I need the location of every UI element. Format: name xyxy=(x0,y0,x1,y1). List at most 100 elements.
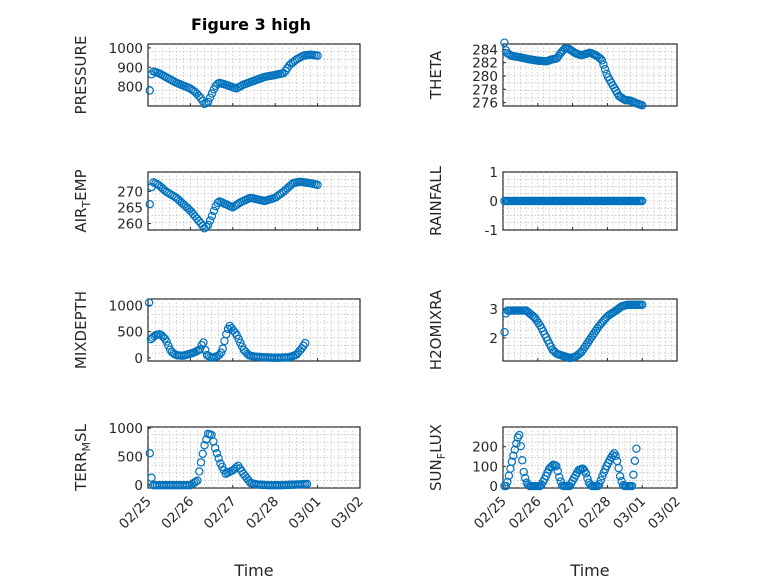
y-tick-label: 260 xyxy=(117,217,143,233)
data-point xyxy=(552,461,561,471)
x-tick-label: 02/27 xyxy=(201,494,240,533)
data-point xyxy=(500,327,509,337)
data-point xyxy=(600,65,610,74)
data-point xyxy=(500,38,509,47)
data-point xyxy=(599,60,608,70)
figure-title: Figure 3 high xyxy=(191,15,311,34)
data-point xyxy=(162,337,171,346)
y-tick-label: 800 xyxy=(117,80,143,96)
x-tick-label: 02/26 xyxy=(158,494,197,533)
data-point xyxy=(503,477,512,487)
data-point xyxy=(555,472,564,482)
data-point xyxy=(598,472,607,481)
data-point xyxy=(596,476,606,485)
y-axis-label: MIXDEPTH xyxy=(72,291,90,369)
data-point xyxy=(198,221,207,230)
y-tick-label: 1000 xyxy=(109,421,143,437)
x-tick-label: 03/02 xyxy=(328,494,367,533)
subplot-pressure: 800 900 1000 PRESSURE xyxy=(72,36,361,115)
y-tick-label: 1000 xyxy=(109,41,143,57)
x-tick-label: 03/01 xyxy=(610,494,649,533)
y-tick-label: 1000 xyxy=(109,298,143,314)
subplot-h2omixra: 2 3 H2OMIXRA xyxy=(427,289,678,370)
data-point xyxy=(313,180,322,190)
data-point xyxy=(615,472,625,481)
data-point xyxy=(214,454,223,463)
data-point xyxy=(507,457,517,466)
x-tick-label: 02/26 xyxy=(506,494,545,533)
data-point xyxy=(501,481,511,491)
data-point xyxy=(234,334,243,344)
data-point xyxy=(218,344,227,353)
y-axis-label: THETA xyxy=(427,50,445,100)
y-tick-label: 200 xyxy=(472,440,498,456)
y-axis-label: SUNFLUX xyxy=(427,424,448,491)
data-point xyxy=(512,439,521,448)
data-point xyxy=(521,473,530,483)
data-point xyxy=(204,220,213,230)
data-point xyxy=(205,93,215,102)
y-tick-label: 500 xyxy=(117,325,143,341)
y-tick-label: 3 xyxy=(489,302,498,318)
data-point xyxy=(204,97,213,106)
y-tick-label: 270 xyxy=(117,184,143,200)
data-point xyxy=(145,86,154,95)
data-point xyxy=(630,456,640,465)
data-point xyxy=(200,441,209,450)
y-tick-label: 276 xyxy=(472,96,498,112)
subplot-mixdepth: 0 500 1000 MIXDEPTH xyxy=(72,291,361,369)
y-tick-label: 0 xyxy=(134,478,143,494)
data-point xyxy=(611,451,620,461)
x-tick-label: 02/27 xyxy=(541,494,580,533)
data-point xyxy=(302,479,312,489)
x-tick-label: 03/02 xyxy=(645,494,684,533)
data-point xyxy=(313,51,322,60)
y-tick-label: 0 xyxy=(489,479,498,495)
data-point xyxy=(147,473,156,482)
data-point xyxy=(553,466,563,476)
y-axis-label: RAINFALL xyxy=(427,165,445,236)
data-point xyxy=(638,300,647,309)
data-point xyxy=(145,449,154,458)
data-point xyxy=(581,469,591,478)
y-axis-label: TERRMSL xyxy=(72,423,93,492)
x-axis-label: Time xyxy=(233,561,273,580)
data-point xyxy=(216,348,226,357)
data-point xyxy=(236,338,245,347)
data-point xyxy=(595,480,604,489)
data-point xyxy=(638,101,647,110)
data-point xyxy=(222,329,231,339)
data-point xyxy=(201,345,210,355)
data-point xyxy=(205,216,215,225)
y-tick-label: 500 xyxy=(117,450,143,466)
data-point xyxy=(519,467,528,477)
y-axis-label: AIRTEMP xyxy=(72,169,93,232)
y-tick-label: 100 xyxy=(472,459,498,475)
subplot-terr-msl: 0 500 1000 02/25 02/26 02/27 02/28 03/01 03/02 TE… xyxy=(72,421,367,580)
x-tick-label: 03/01 xyxy=(286,494,325,533)
data-point xyxy=(191,477,200,486)
y-tick-label: 1 xyxy=(489,165,498,181)
data-point xyxy=(145,200,154,209)
y-axis-label: PRESSURE xyxy=(72,36,90,115)
data-point xyxy=(515,430,524,440)
x-axis-label: Time xyxy=(569,561,609,580)
y-tick-label: 2 xyxy=(489,331,498,347)
x-tick-label: 02/28 xyxy=(243,494,282,533)
data-point xyxy=(193,476,202,485)
data-point xyxy=(196,458,206,467)
y-axis-label: H2OMIXRA xyxy=(427,289,445,370)
y-tick-label: 265 xyxy=(117,200,143,216)
data-point xyxy=(198,449,207,458)
data-point xyxy=(212,449,222,458)
data-point xyxy=(210,443,220,453)
data-point xyxy=(301,338,310,348)
x-tick-label: 02/25 xyxy=(471,494,510,533)
data-point xyxy=(597,56,607,65)
y-tick-label: 282 xyxy=(472,56,498,72)
y-tick-label: 280 xyxy=(472,69,498,85)
y-tick-label: 278 xyxy=(472,82,498,98)
y-tick-label: -1 xyxy=(485,223,498,239)
